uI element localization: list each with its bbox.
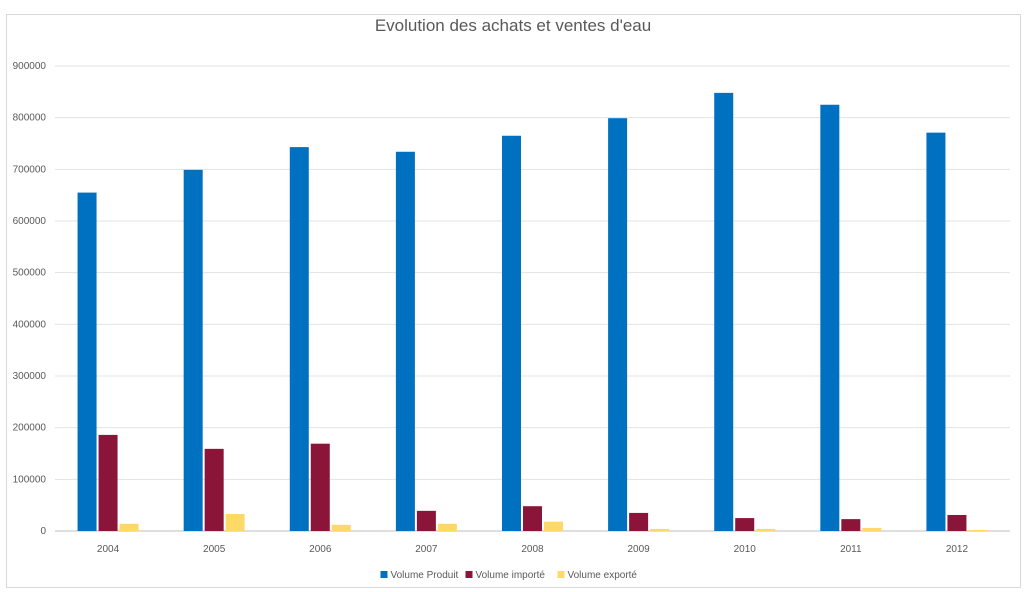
y-tick-label: 700000	[13, 164, 47, 175]
bar-volume-produit-2004	[77, 192, 97, 532]
legend-label: Volume importé	[476, 570, 546, 581]
y-tick-label: 400000	[13, 319, 47, 330]
y-tick-label: 600000	[13, 216, 47, 227]
bar-volume-produit-2011	[820, 104, 840, 531]
bar-volume-import--2009	[629, 512, 649, 531]
y-tick-label: 200000	[13, 423, 47, 434]
bar-volume-produit-2007	[395, 151, 415, 531]
gridlines	[55, 65, 1010, 532]
bar-volume-produit-2005	[183, 169, 203, 531]
bar-volume-produit-2010	[714, 92, 734, 531]
x-tick-label: 2009	[627, 544, 650, 555]
bar-volume-import--2011	[841, 519, 861, 531]
x-tick-label: 2012	[946, 544, 969, 555]
bar-volume-import--2004	[98, 434, 118, 531]
y-axis-ticks: 0 100000 200000 300000 400000 500000 600000 700…	[13, 61, 47, 537]
y-tick-label: 500000	[13, 268, 47, 279]
legend-label: Volume Produit	[391, 570, 459, 581]
bar-volume-import--2005	[204, 448, 224, 531]
bar-volume-export--2005	[225, 513, 245, 531]
bar-volume-produit-2006	[289, 147, 309, 531]
bar-volume-export--2009	[650, 528, 670, 531]
y-tick-label: 100000	[13, 474, 47, 485]
bar-volume-export--2012	[968, 529, 988, 531]
bar-volume-export--2011	[862, 527, 882, 531]
bar-volume-produit-2012	[926, 132, 946, 531]
x-tick-label: 2007	[415, 544, 438, 555]
y-tick-label: 900000	[13, 61, 47, 72]
x-tick-label: 2011	[840, 544, 862, 555]
x-tick-label: 2006	[309, 544, 332, 555]
bar-volume-produit-2008	[502, 135, 521, 531]
x-tick-label: 2004	[97, 544, 120, 555]
legend-swatch	[557, 571, 565, 578]
bar-volume-import--2007	[416, 510, 436, 531]
bar-volume-export--2007	[437, 523, 457, 531]
x-axis-ticks: 2004 2005 2006 2007 2008 2009 2010 2011 2012	[97, 544, 969, 555]
bars	[77, 92, 988, 532]
legend: Volume Produit Volume importé Volume expor…	[380, 570, 638, 581]
legend-swatch	[380, 571, 388, 578]
bar-volume-export--2010	[756, 528, 776, 531]
x-tick-label: 2010	[734, 544, 757, 555]
bar-volume-export--2008	[544, 521, 563, 531]
x-tick-label: 2005	[203, 544, 226, 555]
bar-volume-import--2010	[735, 518, 755, 531]
chart-title: Evolution des achats et ventes d'eau	[374, 16, 652, 35]
legend-label: Volume exporté	[568, 570, 638, 581]
y-tick-label: 300000	[13, 371, 47, 382]
bar-volume-import--2008	[523, 506, 542, 531]
x-tick-label: 2008	[521, 544, 544, 555]
bar-volume-export--2004	[119, 523, 139, 531]
y-tick-label: 0	[40, 526, 46, 537]
legend-swatch	[465, 571, 473, 578]
bar-volume-import--2012	[947, 514, 967, 531]
bar-volume-export--2006	[331, 524, 351, 531]
bar-volume-import--2006	[310, 443, 330, 531]
bar-volume-produit-2009	[608, 118, 628, 531]
y-tick-label: 800000	[13, 113, 47, 124]
